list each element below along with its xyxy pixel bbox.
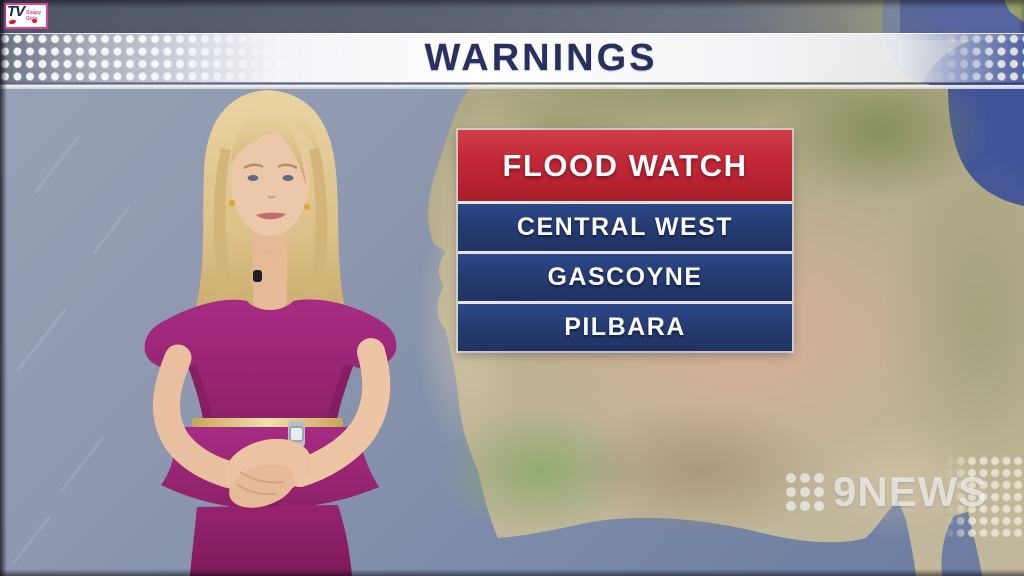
flood-watch-header: FLOOD WATCH	[458, 130, 792, 201]
warning-region-row: GASCOYNE	[458, 254, 792, 301]
earring-icon	[303, 203, 311, 211]
earring-icon	[228, 199, 236, 207]
flood-watch-panel: FLOOD WATCH CENTRAL WEST GASCOYNE PILBAR…	[456, 128, 794, 353]
channel-watermark: 9NEWS	[786, 471, 987, 513]
banner-divider-dark	[0, 82, 1024, 84]
warning-region-label: CENTRAL WEST	[516, 213, 734, 241]
led-dot-wall-patch	[944, 455, 1024, 537]
presenter-face	[243, 163, 298, 220]
presenter-hands	[224, 438, 312, 508]
tv-watermark-station: TV	[7, 3, 25, 20]
flood-watch-header-label: FLOOD WATCH	[502, 147, 748, 183]
warning-region-label: PILBARA	[564, 313, 686, 341]
channel-wordmark: 9NEWS	[833, 468, 988, 515]
presenter-arm	[286, 338, 391, 487]
warning-region-label: GASCOYNE	[547, 263, 703, 291]
presenter	[144, 90, 397, 576]
warnings-banner: WARNINGS	[0, 33, 1024, 83]
warnings-banner-row: WARNINGS	[0, 33, 1024, 83]
presenter-dress	[144, 299, 397, 427]
tv-watermark: TV Soapy Girls	[4, 3, 48, 29]
belt	[192, 418, 343, 427]
page-title: WARNINGS	[424, 37, 658, 79]
presenter-arm	[153, 344, 256, 492]
lips-icon	[31, 18, 38, 24]
frame-edge-left	[0, 0, 7, 576]
lapel-mic-icon	[253, 270, 262, 282]
studio-top-bar	[0, 0, 1024, 33]
warning-region-row: PILBARA	[458, 304, 792, 351]
frame-edge-bottom	[0, 569, 1024, 576]
warning-region-row: CENTRAL WEST	[458, 204, 792, 251]
banner-divider-light	[0, 85, 1024, 89]
lips-icon	[8, 19, 17, 25]
nine-dots-icon	[786, 473, 824, 511]
wristwatch-icon	[288, 421, 305, 447]
